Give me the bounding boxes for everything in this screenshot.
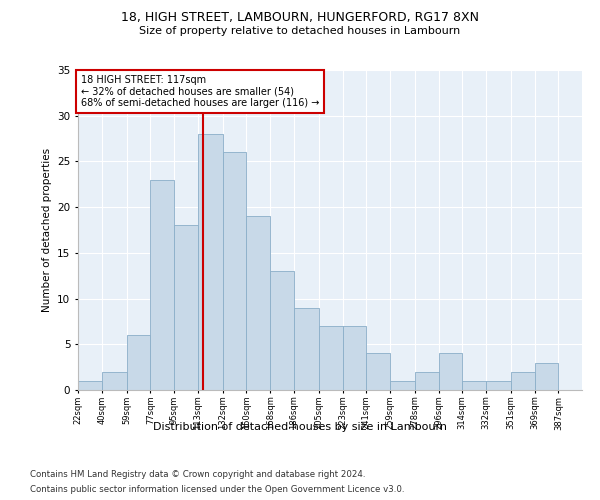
Text: Contains public sector information licensed under the Open Government Licence v3: Contains public sector information licen… [30, 485, 404, 494]
Text: Size of property relative to detached houses in Lambourn: Size of property relative to detached ho… [139, 26, 461, 36]
Bar [390, 381, 415, 390]
Bar [366, 354, 390, 390]
Bar [174, 226, 198, 390]
Bar [415, 372, 439, 390]
Text: 18, HIGH STREET, LAMBOURN, HUNGERFORD, RG17 8XN: 18, HIGH STREET, LAMBOURN, HUNGERFORD, R… [121, 11, 479, 24]
Bar [343, 326, 366, 390]
Bar [127, 335, 151, 390]
Bar [319, 326, 343, 390]
Bar [223, 152, 247, 390]
Bar [247, 216, 270, 390]
Bar [78, 381, 101, 390]
Text: Distribution of detached houses by size in Lambourn: Distribution of detached houses by size … [153, 422, 447, 432]
Y-axis label: Number of detached properties: Number of detached properties [41, 148, 52, 312]
Bar [535, 362, 559, 390]
Text: 18 HIGH STREET: 117sqm
← 32% of detached houses are smaller (54)
68% of semi-det: 18 HIGH STREET: 117sqm ← 32% of detached… [80, 74, 319, 108]
Bar [486, 381, 511, 390]
Bar [101, 372, 127, 390]
Bar [270, 271, 294, 390]
Text: Contains HM Land Registry data © Crown copyright and database right 2024.: Contains HM Land Registry data © Crown c… [30, 470, 365, 479]
Bar [151, 180, 174, 390]
Bar [462, 381, 486, 390]
Bar [511, 372, 535, 390]
Bar [198, 134, 223, 390]
Bar [294, 308, 319, 390]
Bar [439, 354, 462, 390]
